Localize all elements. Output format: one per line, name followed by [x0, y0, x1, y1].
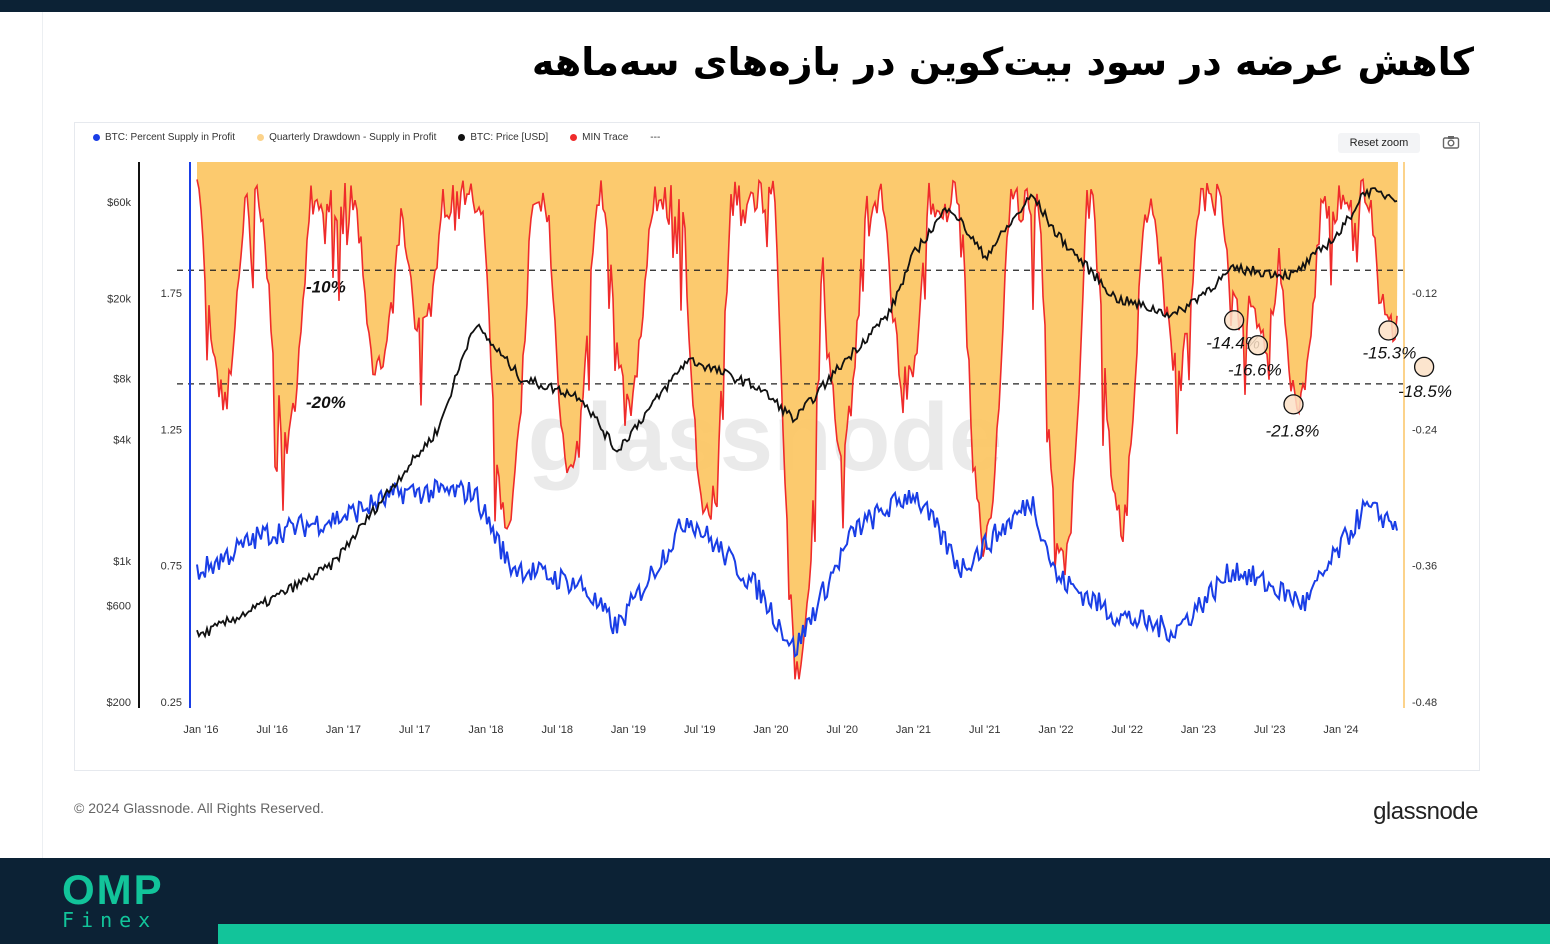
drawdown-tick-label: -0.24 — [1412, 424, 1437, 436]
price-tick-label: $20k — [107, 293, 131, 305]
legend-label-supply: BTC: Percent Supply in Profit — [105, 132, 236, 143]
price-line — [196, 187, 1398, 639]
annotation-label: -16.6% — [1228, 360, 1282, 379]
x-tick-label: Jan '23 — [1181, 724, 1216, 736]
x-tick-label: Jul '18 — [542, 724, 573, 736]
annotation-label: -14.4% — [1206, 333, 1260, 352]
x-tick-label: Jan '20 — [753, 724, 788, 736]
reference-label-0: -10% — [306, 277, 346, 296]
annotation-marker — [1223, 310, 1245, 331]
legend-dot-min-trace — [570, 134, 578, 141]
legend-dot-price — [458, 134, 466, 141]
x-tick-label: Jul '20 — [827, 724, 858, 736]
price-tick-label: $200 — [107, 697, 131, 709]
glassnode-logo: glassnode — [1373, 798, 1478, 825]
x-tick-label: Jan '21 — [896, 724, 931, 736]
x-tick-label: Jan '22 — [1038, 724, 1073, 736]
drawdown-tick-label: -0.36 — [1412, 561, 1437, 573]
price-tick-label: $8k — [113, 374, 131, 386]
x-tick-label: Jul '17 — [399, 724, 430, 736]
legend-item-min-trace[interactable]: MIN Trace — [570, 132, 628, 143]
x-tick-label: Jan '18 — [468, 724, 503, 736]
left-divider — [42, 12, 43, 858]
camera-icon[interactable] — [1442, 134, 1460, 150]
x-tick-label: Jan '24 — [1323, 724, 1358, 736]
x-tick-label: Jan '17 — [326, 724, 361, 736]
annotation-marker — [1378, 320, 1399, 341]
supply-tick-label: 0.75 — [161, 561, 182, 573]
page-title: کاهش عرضه در سود بیت‌کوین در بازه‌های سه… — [531, 40, 1474, 84]
x-tick-label: Jul '22 — [1112, 724, 1143, 736]
price-tick-label: $1k — [113, 556, 131, 568]
supply-tick-label: 1.25 — [161, 424, 182, 436]
price-tick-label: $4k — [113, 434, 131, 446]
footer-accent-bar — [218, 924, 1550, 944]
legend-dot-supply — [93, 134, 100, 141]
x-tick-label: Jul '21 — [969, 724, 1000, 736]
finex-logo-text: Finex — [62, 908, 158, 932]
legend-item-dashes[interactable]: --- — [650, 132, 660, 143]
drawdown-area — [197, 162, 1398, 680]
omp-logo-text: OMP — [62, 866, 164, 913]
x-tick-label: Jul '16 — [257, 724, 288, 736]
price-tick-label: $60k — [107, 197, 131, 209]
legend-item-supply[interactable]: BTC: Percent Supply in Profit — [93, 132, 235, 143]
legend-item-price[interactable]: BTC: Price [USD] — [458, 132, 548, 143]
annotation-marker — [1283, 394, 1304, 415]
legend-item-drawdown[interactable]: Quarterly Drawdown - Supply in Profit — [257, 132, 436, 143]
legend-label-dashes: --- — [650, 132, 661, 143]
x-tick-label: Jul '23 — [1254, 724, 1285, 736]
annotation-label: -18.5% — [1398, 382, 1452, 401]
x-tick-label: Jan '16 — [183, 724, 218, 736]
min-trace-line — [196, 177, 1398, 680]
annotation-marker — [1413, 356, 1435, 377]
copyright-text: © 2024 Glassnode. All Rights Reserved. — [74, 800, 325, 816]
legend-label-price: BTC: Price [USD] — [470, 132, 549, 143]
price-tick-label: $600 — [107, 601, 131, 613]
supply-tick-label: 0.25 — [161, 697, 182, 709]
legend-label-min-trace: MIN Trace — [582, 132, 629, 143]
watermark-text: glassnode — [528, 384, 1003, 491]
reference-label-1: -20% — [306, 393, 346, 412]
x-tick-label: Jan '19 — [611, 724, 646, 736]
annotation-label: -15.3% — [1363, 343, 1417, 362]
top-bar — [0, 0, 1550, 12]
legend-dot-drawdown — [257, 134, 265, 141]
chart-legend: BTC: Percent Supply in Profit Quarterly … — [93, 132, 660, 143]
drawdown-tick-label: -0.48 — [1412, 697, 1437, 709]
x-tick-label: Jul '19 — [684, 724, 715, 736]
reset-zoom-button[interactable]: Reset zoom — [1338, 133, 1420, 153]
annotation-label: -21.8% — [1266, 421, 1320, 440]
drawdown-tick-label: -0.12 — [1412, 288, 1437, 300]
legend-label-drawdown: Quarterly Drawdown - Supply in Profit — [269, 132, 437, 143]
annotation-marker — [1247, 335, 1269, 356]
supply-tick-label: 1.75 — [161, 288, 182, 300]
